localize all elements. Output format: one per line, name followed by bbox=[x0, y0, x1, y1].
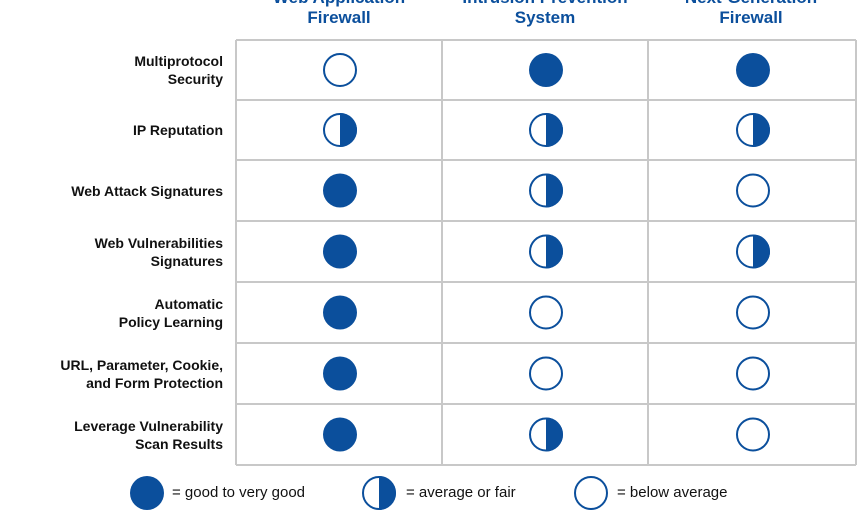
legend-text-good: = good to very good bbox=[172, 484, 306, 501]
rating-average-icon bbox=[529, 113, 563, 147]
rating-good-icon bbox=[323, 173, 357, 208]
rating-below-icon bbox=[736, 173, 770, 208]
rating-good-icon bbox=[323, 417, 357, 452]
rating-good-icon bbox=[736, 53, 770, 87]
rating-good-icon bbox=[323, 356, 357, 391]
rating-below-icon bbox=[736, 356, 770, 391]
legend-text-below: = below average bbox=[617, 484, 728, 501]
row-label: IP Reputation bbox=[0, 100, 223, 160]
row-label: URL, Parameter, Cookie, and Form Protect… bbox=[0, 343, 223, 404]
rating-average-icon bbox=[529, 173, 564, 208]
row-label: Multiprotocol Security bbox=[0, 40, 223, 100]
rating-average-icon bbox=[529, 417, 564, 452]
rating-average-icon bbox=[323, 113, 357, 147]
row-label: Leverage Vulnerability Scan Results bbox=[0, 404, 223, 465]
row-label-text: IP Reputation bbox=[133, 122, 223, 138]
column-header-line: Web Application bbox=[236, 0, 442, 8]
rating-average-icon bbox=[529, 234, 564, 269]
row-label-text: Leverage Vulnerability Scan Results bbox=[74, 417, 223, 452]
rating-average-icon bbox=[736, 234, 770, 269]
column-header-line: System bbox=[514, 8, 576, 27]
rating-good-icon bbox=[529, 53, 563, 87]
row-label-text: Automatic Policy Learning bbox=[118, 295, 223, 330]
rating-below-icon bbox=[323, 53, 357, 87]
row-label: Automatic Policy Learning bbox=[0, 282, 223, 343]
column-header-line: Next-Generation bbox=[648, 0, 854, 8]
rating-good-icon bbox=[323, 234, 357, 269]
row-label-text: Multiprotocol Security bbox=[134, 53, 223, 87]
column-header-ips: Intrusion Prevention System bbox=[442, 0, 648, 28]
row-label: Web Vulnerabilities Signatures bbox=[0, 221, 223, 282]
rating-good-icon bbox=[323, 295, 357, 330]
column-header-waf: Web Application Firewall bbox=[236, 0, 442, 28]
row-label: Web Attack Signatures bbox=[0, 160, 223, 221]
rating-average-icon bbox=[362, 476, 396, 510]
rating-average-icon bbox=[736, 113, 770, 147]
legend-text-average: = average or fair bbox=[406, 484, 516, 501]
rating-below-icon bbox=[574, 476, 608, 510]
rating-below-icon bbox=[529, 356, 563, 391]
column-header-line: Firewall bbox=[719, 8, 783, 27]
row-label-text: Web Vulnerabilities Signatures bbox=[94, 234, 223, 269]
row-label-text: URL, Parameter, Cookie, and Form Protect… bbox=[60, 356, 223, 391]
rating-good-icon bbox=[130, 476, 164, 510]
rating-below-icon bbox=[529, 295, 563, 330]
rating-below-icon bbox=[736, 417, 770, 452]
column-header-line: Intrusion Prevention bbox=[442, 0, 648, 8]
column-header-line: Firewall bbox=[307, 8, 371, 27]
rating-below-icon bbox=[736, 295, 770, 330]
row-label-text: Web Attack Signatures bbox=[71, 182, 223, 199]
column-header-ngfw: Next-Generation Firewall bbox=[648, 0, 854, 28]
